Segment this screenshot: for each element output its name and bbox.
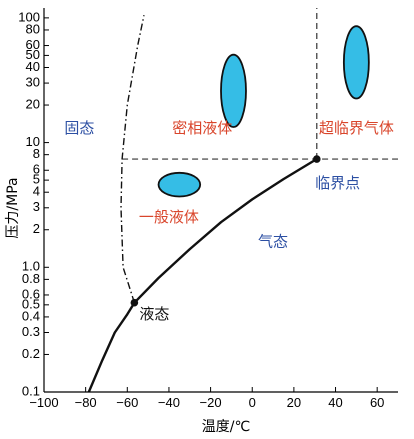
y-tick-label-17: 40 <box>26 59 40 74</box>
x-axis-title: 温度/℃ <box>202 419 250 435</box>
y-tick-label-1: 0.2 <box>22 346 40 361</box>
region-marker-ellipse-2 <box>157 171 202 198</box>
phase-boundary-1 <box>120 15 145 303</box>
y-tick-label-2: 0.3 <box>22 324 40 339</box>
region-label-1: 密相液体 <box>172 119 232 137</box>
region-label-3: 一般液体 <box>139 208 199 226</box>
y-tick-label-8: 2 <box>33 221 40 236</box>
y-tick-label-5: 0.6 <box>22 286 40 301</box>
x-tick-label-0: −100 <box>29 395 58 410</box>
key-point-1 <box>312 155 321 163</box>
y-tick-label-11: 5 <box>33 172 40 187</box>
y-tick-label-16: 30 <box>26 75 40 90</box>
x-tick-label-7: 40 <box>328 395 342 410</box>
x-tick-label-3: −40 <box>158 395 180 410</box>
y-tick-label-14: 10 <box>26 134 40 149</box>
x-tick-label-5: 0 <box>249 395 256 410</box>
y-tick-label-19: 60 <box>26 37 40 52</box>
x-tick-label-8: 60 <box>370 395 384 410</box>
axes-layer: −100 −80 −60 −40 −20 0 20 40 600.10.20.30.40.50.… <box>18 8 398 410</box>
y-tick-label-12: 6 <box>33 162 40 177</box>
y-tick-label-15: 20 <box>26 96 40 111</box>
x-tick-label-2: −60 <box>116 395 138 410</box>
y-tick-label-10: 4 <box>33 184 40 199</box>
x-tick-label-6: 20 <box>287 395 301 410</box>
x-tick-label-1: −80 <box>75 395 97 410</box>
y-tick-label-4: 0.5 <box>22 296 40 311</box>
y-tick-label-20: 80 <box>26 21 40 36</box>
y-tick-label-6: 0.8 <box>22 271 40 286</box>
phase-boundary-0 <box>87 157 318 393</box>
y-tick-label-18: 50 <box>26 47 40 62</box>
y-tick-label-13: 8 <box>33 146 40 161</box>
key-point-label-0: 液态 <box>139 305 169 323</box>
y-tick-label-3: 0.4 <box>22 308 40 323</box>
y-tick-label-0: 0.1 <box>22 383 40 398</box>
y-tick-label-21: 100 <box>18 9 40 24</box>
region-marker-ellipse-1 <box>342 25 370 100</box>
key-point-0 <box>130 298 139 307</box>
y-axis-title: 压力/MPa <box>5 177 21 238</box>
y-tick-label-9: 3 <box>33 199 40 214</box>
region-label-0: 固态 <box>64 119 94 137</box>
region-marker-ellipse-0 <box>220 53 247 128</box>
region-label-2: 超临界气体 <box>319 119 394 137</box>
x-tick-label-4: −20 <box>200 395 222 410</box>
key-point-label-1: 临界点 <box>315 174 360 192</box>
region-label-4: 气态 <box>258 232 288 250</box>
y-tick-label-7: 1.0 <box>22 259 40 274</box>
